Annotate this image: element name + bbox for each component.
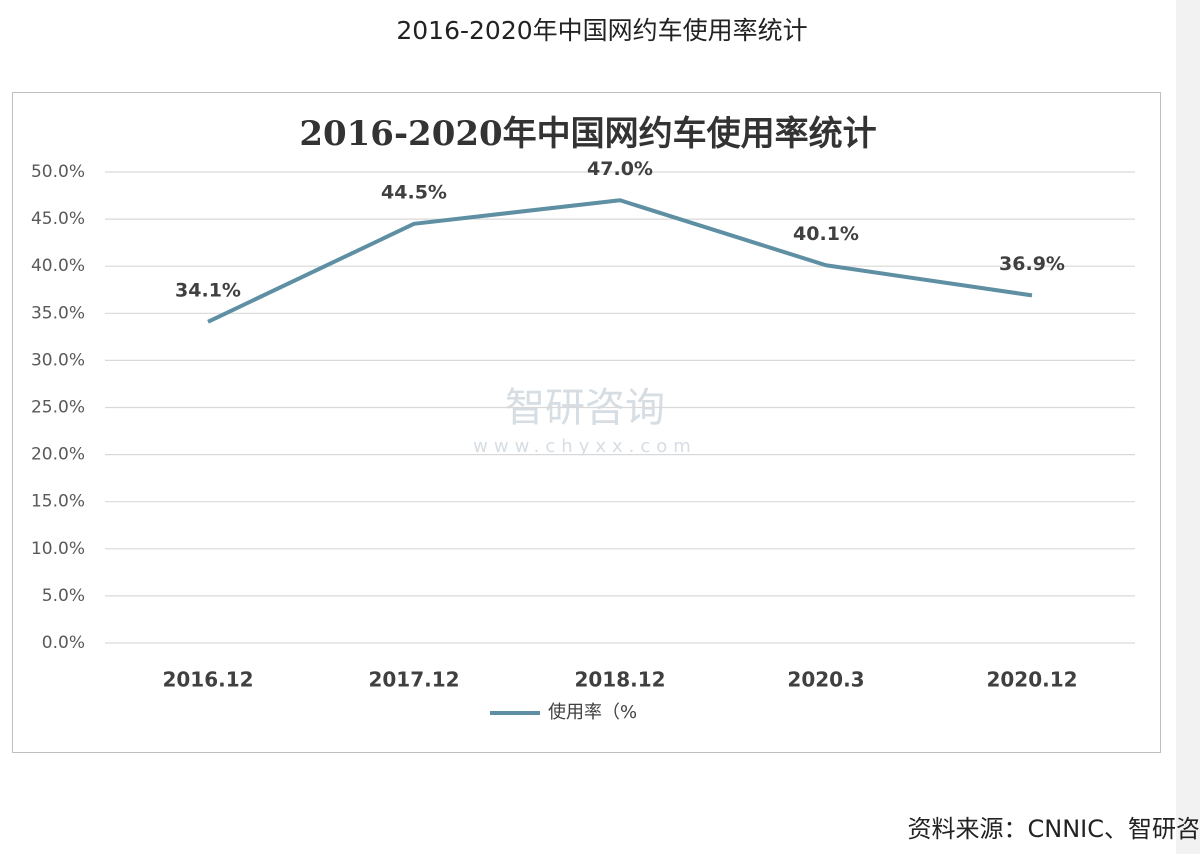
y-tick-label: 25.0% — [31, 398, 85, 418]
data-label: 44.5% — [381, 181, 447, 203]
legend-label: 使用率（% — [548, 702, 637, 723]
scrollbar-strip — [1176, 0, 1200, 854]
x-tick-label: 2020.12 — [986, 668, 1077, 692]
page-caption: 2016-2020年中国网约车使用率统计 — [396, 16, 807, 45]
y-tick-label: 50.0% — [31, 162, 85, 182]
data-label: 47.0% — [587, 158, 653, 180]
x-tick-label: 2020.3 — [787, 668, 864, 692]
y-tick-label: 15.0% — [31, 492, 85, 512]
data-label: 40.1% — [793, 223, 859, 245]
y-tick-label: 45.0% — [31, 209, 85, 229]
y-tick-label: 40.0% — [31, 256, 85, 276]
x-tick-label: 2017.12 — [368, 668, 459, 692]
x-tick-label: 2018.12 — [574, 668, 665, 692]
y-tick-label: 5.0% — [42, 586, 85, 606]
data-label: 34.1% — [175, 279, 241, 301]
y-tick-label: 30.0% — [31, 350, 85, 370]
chart-title: 2016-2020年中国网约车使用率统计 — [299, 114, 876, 154]
data-label: 36.9% — [999, 253, 1065, 275]
x-tick-label: 2016.12 — [162, 668, 253, 692]
y-tick-label: 35.0% — [31, 303, 85, 323]
y-tick-label: 0.0% — [42, 633, 85, 653]
source-note: 资料来源：CNNIC、智研咨 — [908, 815, 1200, 843]
watermark-url: www.chyxx.com — [473, 436, 697, 457]
y-tick-label: 10.0% — [31, 539, 85, 559]
y-tick-label: 20.0% — [31, 445, 85, 465]
